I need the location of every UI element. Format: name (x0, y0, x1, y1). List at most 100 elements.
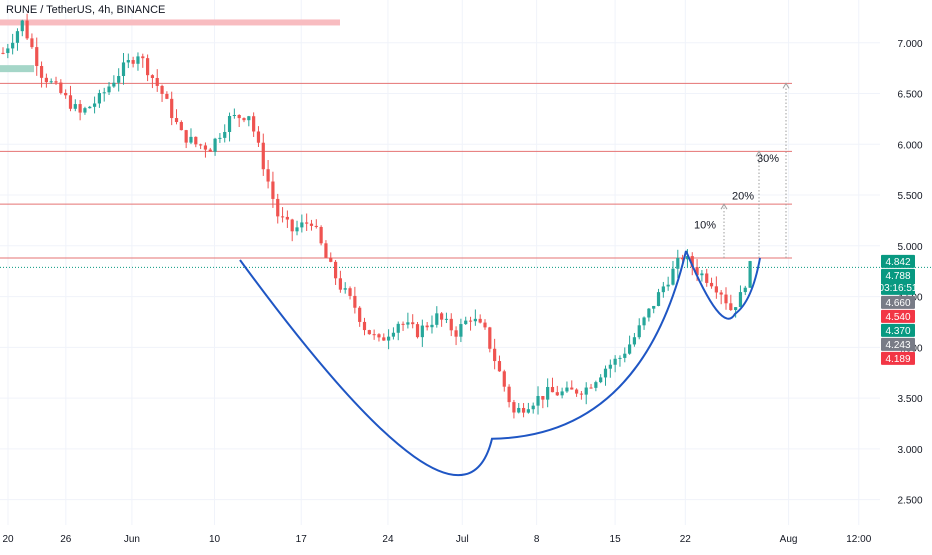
candle-body (97, 93, 101, 104)
candle-body (483, 322, 487, 328)
price-badge-label: 4.540 (885, 312, 910, 323)
time-axis[interactable]: 20 26 Jun 10 17 24 Jul 8 15 22 Aug 12:00 (2, 534, 871, 545)
candle-body (300, 222, 304, 228)
x-tick-label: 10 (209, 534, 221, 545)
price-badge-label: 4.243 (885, 340, 910, 351)
candle-body (637, 325, 641, 338)
candle-body (146, 58, 150, 76)
candle-body (555, 392, 559, 396)
countdown-label: 03:16:51 (879, 283, 918, 294)
candle-body (324, 243, 328, 258)
y-tick-label: 5.000 (897, 242, 922, 253)
candle-body (709, 282, 714, 287)
candle-body (314, 225, 318, 227)
x-tick-label: 22 (680, 534, 692, 545)
y-tick-label: 2.500 (897, 496, 922, 507)
candle-body (391, 332, 396, 337)
candle-body (459, 324, 463, 337)
candle-body (136, 56, 140, 64)
candle-body (729, 303, 733, 311)
price-badge-bg (881, 351, 915, 365)
candle-body (632, 337, 637, 345)
candle-body (700, 273, 704, 276)
x-tick-label: 24 (382, 534, 394, 545)
candle-body (705, 273, 709, 283)
price-badge-label: 4.370 (885, 326, 910, 337)
x-tick-label: Jun (124, 534, 140, 545)
candle-body (285, 216, 289, 220)
candle-body (102, 92, 106, 94)
candle-body (78, 104, 82, 113)
x-tick-label: 17 (296, 534, 308, 545)
candle-body (261, 142, 265, 170)
candle-body (362, 321, 367, 331)
candle-body (276, 198, 280, 217)
x-tick-label: 12:00 (846, 534, 871, 545)
candle-body (661, 286, 665, 293)
candle-body (39, 66, 44, 78)
candle-body (237, 114, 241, 119)
candle-body (681, 257, 685, 260)
candle-body (329, 257, 333, 262)
candle-body (454, 330, 458, 337)
candle-body (242, 118, 246, 121)
price-badge: 4.189 (881, 351, 915, 365)
candle-body (189, 136, 193, 143)
candle-body (425, 325, 429, 328)
candle-body (83, 108, 87, 113)
candle-body (517, 407, 521, 413)
candle-body (714, 286, 718, 293)
candle-body (420, 325, 424, 338)
candle-body (227, 115, 232, 132)
candle-body (165, 93, 169, 99)
resistance-levels (0, 82, 932, 268)
grid (0, 0, 880, 525)
candle-body (565, 387, 569, 392)
candle-body (589, 387, 593, 389)
candle-body (594, 382, 598, 388)
candle-body (25, 20, 29, 39)
candle-body (117, 76, 121, 83)
candle-body (473, 318, 477, 322)
x-tick-label: 15 (610, 534, 622, 545)
candle-body (59, 82, 63, 93)
price-badge-label: 4.660 (885, 298, 910, 309)
candle-body (64, 92, 68, 96)
price-badge-bg (881, 268, 915, 295)
candle-body (155, 77, 159, 86)
candle-body (608, 364, 612, 369)
y-tick-label: 7.000 (897, 39, 922, 50)
price-badge-bg (881, 295, 915, 309)
candle-body (6, 48, 10, 54)
candle-body (656, 292, 661, 306)
target-arrows: 10% 20% 30% (694, 82, 790, 258)
price-badge: 4.660 (881, 295, 915, 309)
candle-body (748, 261, 752, 288)
candle-body (179, 122, 183, 131)
candle-body (343, 288, 347, 290)
candle-body (11, 42, 15, 49)
candle-body (1, 52, 5, 54)
target-arrow-head (782, 82, 790, 89)
candle-body (464, 320, 468, 325)
price-badge-bg (881, 323, 915, 337)
y-tick-label: 6.000 (897, 140, 922, 151)
candle-body (695, 267, 699, 276)
candle-body (218, 137, 222, 139)
candle-body (68, 95, 73, 109)
candle-body (719, 292, 723, 295)
candle-body (666, 284, 670, 287)
candle-body (546, 386, 550, 400)
target-label: 30% (757, 153, 779, 165)
candle-body (603, 368, 608, 378)
y-tick-label: 3.000 (897, 445, 922, 456)
candle-body (107, 86, 111, 93)
candle-body (613, 358, 617, 365)
candle-body (642, 317, 646, 326)
candle-body (232, 114, 236, 116)
candle-body (160, 85, 164, 94)
candle-body (488, 327, 492, 349)
price-axis[interactable]: 2.5003.0003.5004.0004.5005.0005.5006.000… (897, 0, 922, 507)
